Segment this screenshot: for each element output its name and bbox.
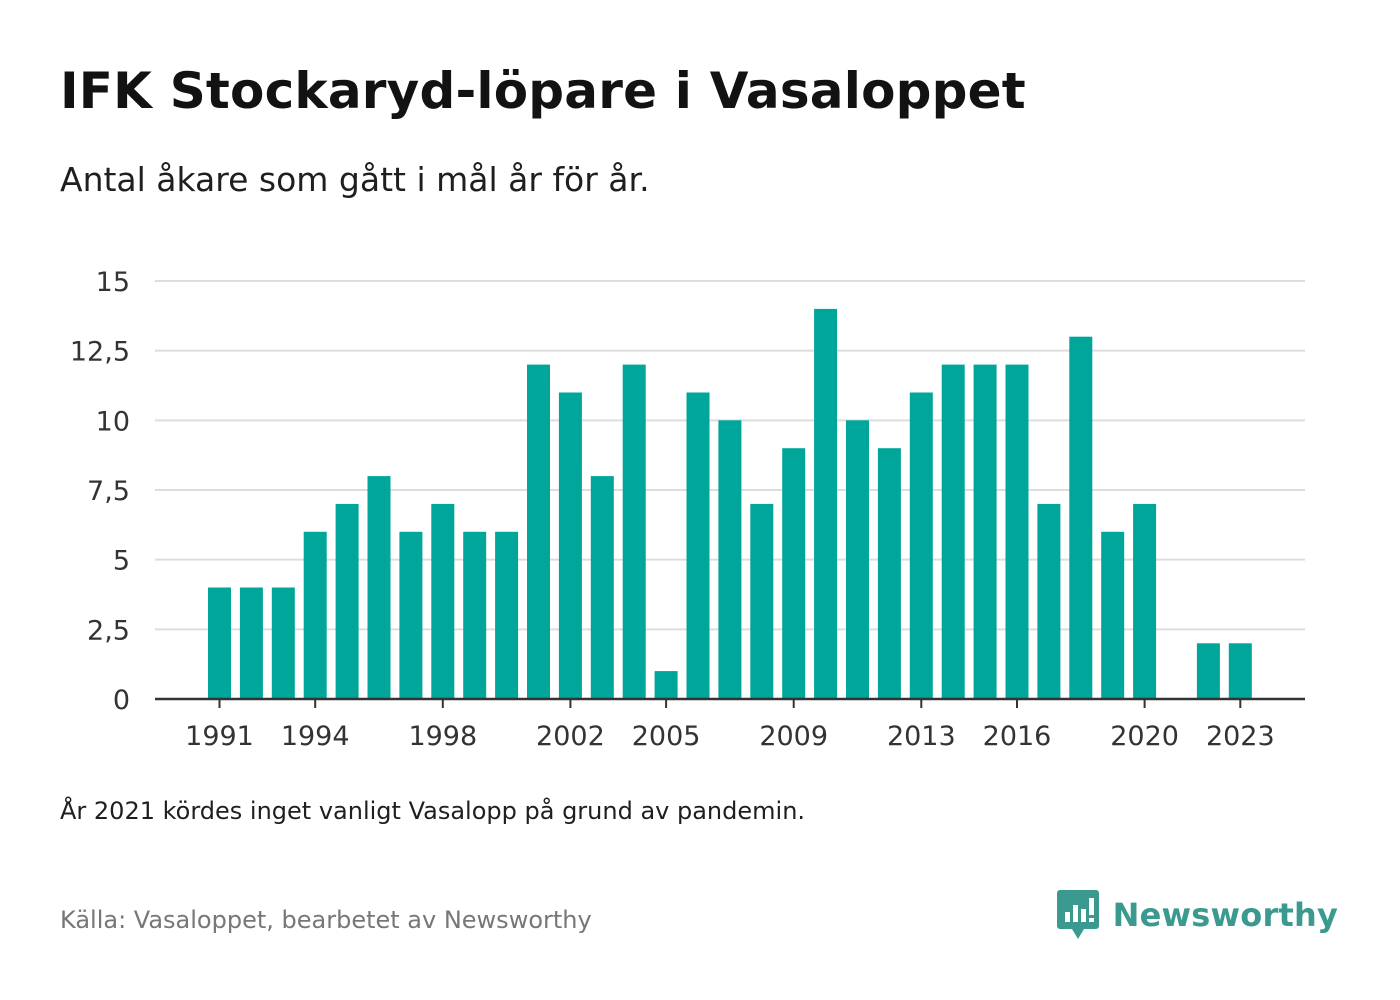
bar-2003 [590,476,614,699]
bar-2008 [750,503,774,699]
bar-2018 [1069,336,1093,699]
bar-2006 [686,392,710,699]
x-tick-label: 1994 [281,721,350,752]
bar-1992 [239,587,263,699]
x-tick-label: 1998 [408,721,477,752]
x-tick-label: 2005 [632,721,701,752]
bar-2019 [1101,531,1125,699]
bar-1997 [399,531,423,699]
bar-2016 [1005,364,1029,699]
source-text: Källa: Vasaloppet, bearbetet av Newswort… [60,906,592,934]
chart-title: IFK Stockaryd-löpare i Vasaloppet [60,62,1026,120]
x-tick-label: 2009 [759,721,828,752]
bar-2004 [622,364,646,699]
bar-1994 [303,531,327,699]
x-tick-label: 2016 [983,721,1052,752]
bar-2007 [718,420,742,699]
bar-1996 [367,476,391,699]
y-tick-label: 7,5 [87,476,130,507]
newsworthy-logo: Newsworthy [1056,890,1338,940]
y-tick-label: 5 [113,546,130,577]
bar-2022 [1196,643,1220,699]
bar-1993 [271,587,295,699]
bar-1995 [335,503,359,699]
bar-1998 [431,503,455,699]
bar-2009 [782,448,806,699]
bar-2000 [495,531,519,699]
y-tick-label: 12,5 [70,337,130,368]
y-tick-label: 0 [113,685,130,716]
x-tick-label: 1991 [185,721,254,752]
x-tick-label: 2020 [1110,721,1179,752]
x-tick-label: 2002 [536,721,605,752]
bar-2015 [973,364,997,699]
y-tick-label: 10 [96,406,130,437]
y-axis-ticks: 0 2,5 5 7,5 10 12,5 15 [70,267,130,716]
bar-1991 [208,587,231,699]
bar-2017 [1037,503,1061,699]
x-tick-label: 2023 [1206,721,1275,752]
bar-2023 [1228,643,1252,699]
bar-2005 [654,671,678,699]
y-tick-label: 2,5 [87,615,130,646]
bar-2010 [814,308,838,699]
x-axis-ticks: 1991 1994 1998 2002 2005 2009 2013 2016 2020 2023 [185,699,1275,752]
x-tick-label: 2013 [887,721,956,752]
bar-2002 [558,392,582,699]
bar-1999 [463,531,487,699]
bar-2013 [909,392,933,699]
bars [208,308,1252,699]
newsworthy-logo-icon [1056,890,1099,939]
chart-subtitle: Antal åkare som gått i mål år för år. [60,160,650,199]
newsworthy-logo-text: Newsworthy [1112,896,1338,934]
bar-2001 [527,364,550,699]
bar-2011 [846,420,869,699]
bar-2012 [877,448,901,699]
bar-2020 [1133,503,1157,699]
y-tick-label: 15 [96,267,130,298]
chart-note: År 2021 kördes inget vanligt Vasalopp på… [60,797,806,825]
bar-2014 [941,364,965,699]
bar-chart: 0 2,5 5 7,5 10 12,5 15 1991 1994 1998 2002 2005 200… [70,267,1305,752]
